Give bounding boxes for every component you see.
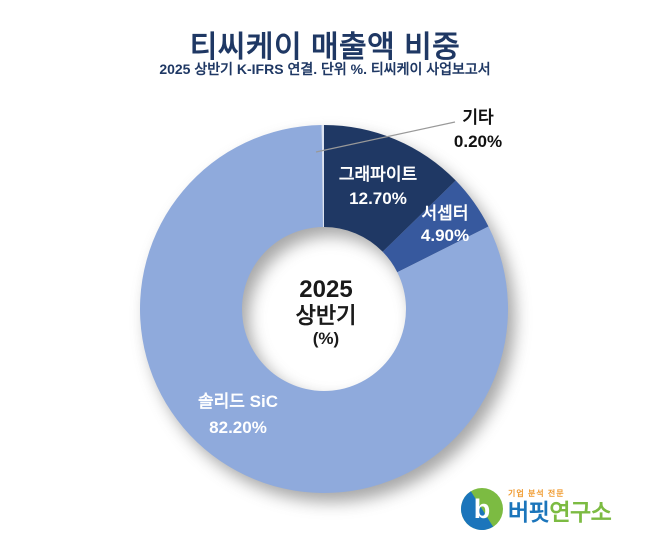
slice-label-solid-sic: 솔리드 SiC 82.20% — [198, 389, 278, 441]
slice-label-susceptor-name: 서셉터 — [421, 204, 469, 223]
logo-brand-blue: 버핏 — [508, 499, 550, 525]
donut-slice-1 — [324, 125, 456, 252]
donut-slices — [139, 124, 508, 493]
donut-center-label: 2025 상반기 (%) — [296, 276, 357, 350]
center-year: 2025 — [299, 276, 353, 303]
slice-label-susceptor-value: 4.90% — [420, 226, 470, 245]
slice-label-graphite-value: 12.70% — [349, 189, 407, 208]
chart-subtitle: 2025 상반기 K-IFRS 연결. 단위 %. 티씨케이 사업보고서 — [159, 61, 491, 77]
buffett-lab-logo-icon: b — [461, 488, 503, 530]
logo-brand-name: 버핏연구소 — [508, 499, 612, 525]
slice-label-graphite-name: 그래파이트 — [338, 165, 418, 184]
buffett-lab-logo-text: 기업 분석 전문 버핏연구소 — [508, 486, 612, 525]
donut-slice-2 — [382, 180, 489, 273]
slice-label-solid-sic-value: 82.20% — [209, 418, 267, 437]
svg-text:b: b — [474, 494, 491, 524]
etc-leader-line — [315, 121, 456, 153]
logo-tagline: 기업 분석 전문 — [508, 489, 565, 498]
slice-label-graphite: 그래파이트 12.70% — [339, 163, 417, 211]
slice-label-etc-name: 기타 — [462, 108, 494, 127]
slice-label-etc-value: 0.20% — [453, 132, 503, 151]
chart-title: 티씨케이 매출액 비중 — [189, 31, 461, 64]
logo-brand-green: 연구소 — [549, 499, 612, 525]
center-period: 상반기 — [295, 303, 357, 328]
donut-slice-3 — [139, 125, 508, 493]
slice-label-solid-sic-name: 솔리드 SiC — [198, 392, 278, 411]
buffett-lab-logo: b 기업 분석 전문 버핏연구소 — [459, 486, 612, 532]
slice-label-etc: 기타 0.20% — [454, 106, 502, 154]
center-unit: (%) — [312, 329, 340, 348]
slice-label-susceptor: 서셉터 4.90% — [421, 203, 469, 247]
